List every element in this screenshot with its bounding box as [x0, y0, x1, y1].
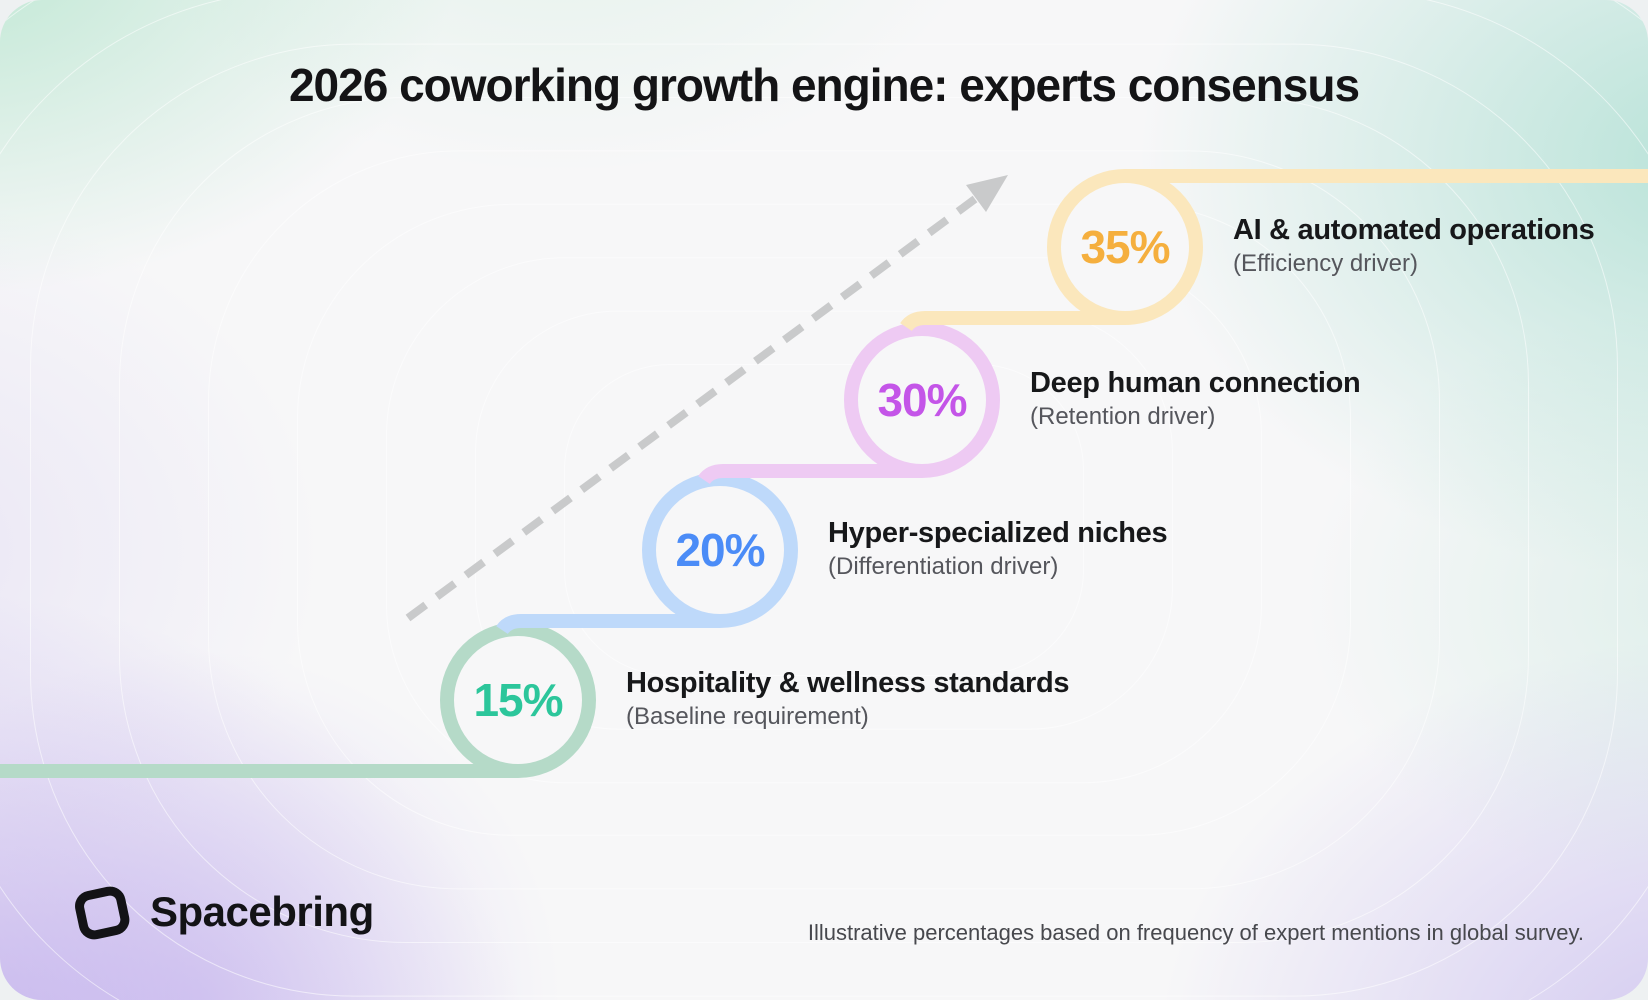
step-ring-3: [844, 322, 1000, 478]
step-label-4: AI & automated operations (Efficiency dr…: [1233, 213, 1595, 280]
step-label-3: Deep human connection (Retention driver): [1030, 366, 1361, 433]
step-value-3: 30%: [877, 374, 966, 426]
spacebring-logo-icon: [75, 886, 130, 940]
step-value-1: 15%: [473, 674, 562, 726]
growth-arrow: [405, 175, 1008, 622]
arrow-head-icon: [966, 175, 1008, 212]
step-ring-2: [642, 472, 798, 628]
step-label-4-subtitle: (Efficiency driver): [1233, 250, 1418, 277]
ribbon-segment-3: [698, 464, 922, 485]
step-ring-1: [440, 622, 596, 778]
step-value-2: 20%: [675, 524, 764, 576]
page-title: 2026 coworking growth engine: experts co…: [288, 59, 1360, 111]
step-label-2-title: Hyper-specialized niches: [828, 517, 1168, 549]
step-label-4-title: AI & automated operations: [1233, 214, 1595, 246]
footnote: Illustrative percentages based on freque…: [807, 920, 1584, 945]
step-label-2-subtitle: (Differentiation driver): [828, 553, 1059, 580]
step-label-2: Hyper-specialized niches (Differentiatio…: [828, 516, 1168, 583]
brand-name: Spacebring: [150, 888, 374, 935]
step-label-3-subtitle: (Retention driver): [1030, 403, 1216, 430]
brand-logo: Spacebring: [70, 880, 374, 944]
step-label-1-subtitle: (Baseline requirement): [626, 703, 869, 730]
step-label-3-title: Deep human connection: [1030, 367, 1361, 399]
ribbon-segment-4: [900, 311, 1125, 332]
step-value-4: 35%: [1080, 221, 1169, 273]
growth-arrow-line: [405, 195, 978, 622]
ribbon-segment-2: [496, 614, 720, 635]
step-label-1-title: Hospitality & wellness standards: [626, 667, 1070, 699]
step-label-1: Hospitality & wellness standards (Baseli…: [626, 666, 1070, 733]
